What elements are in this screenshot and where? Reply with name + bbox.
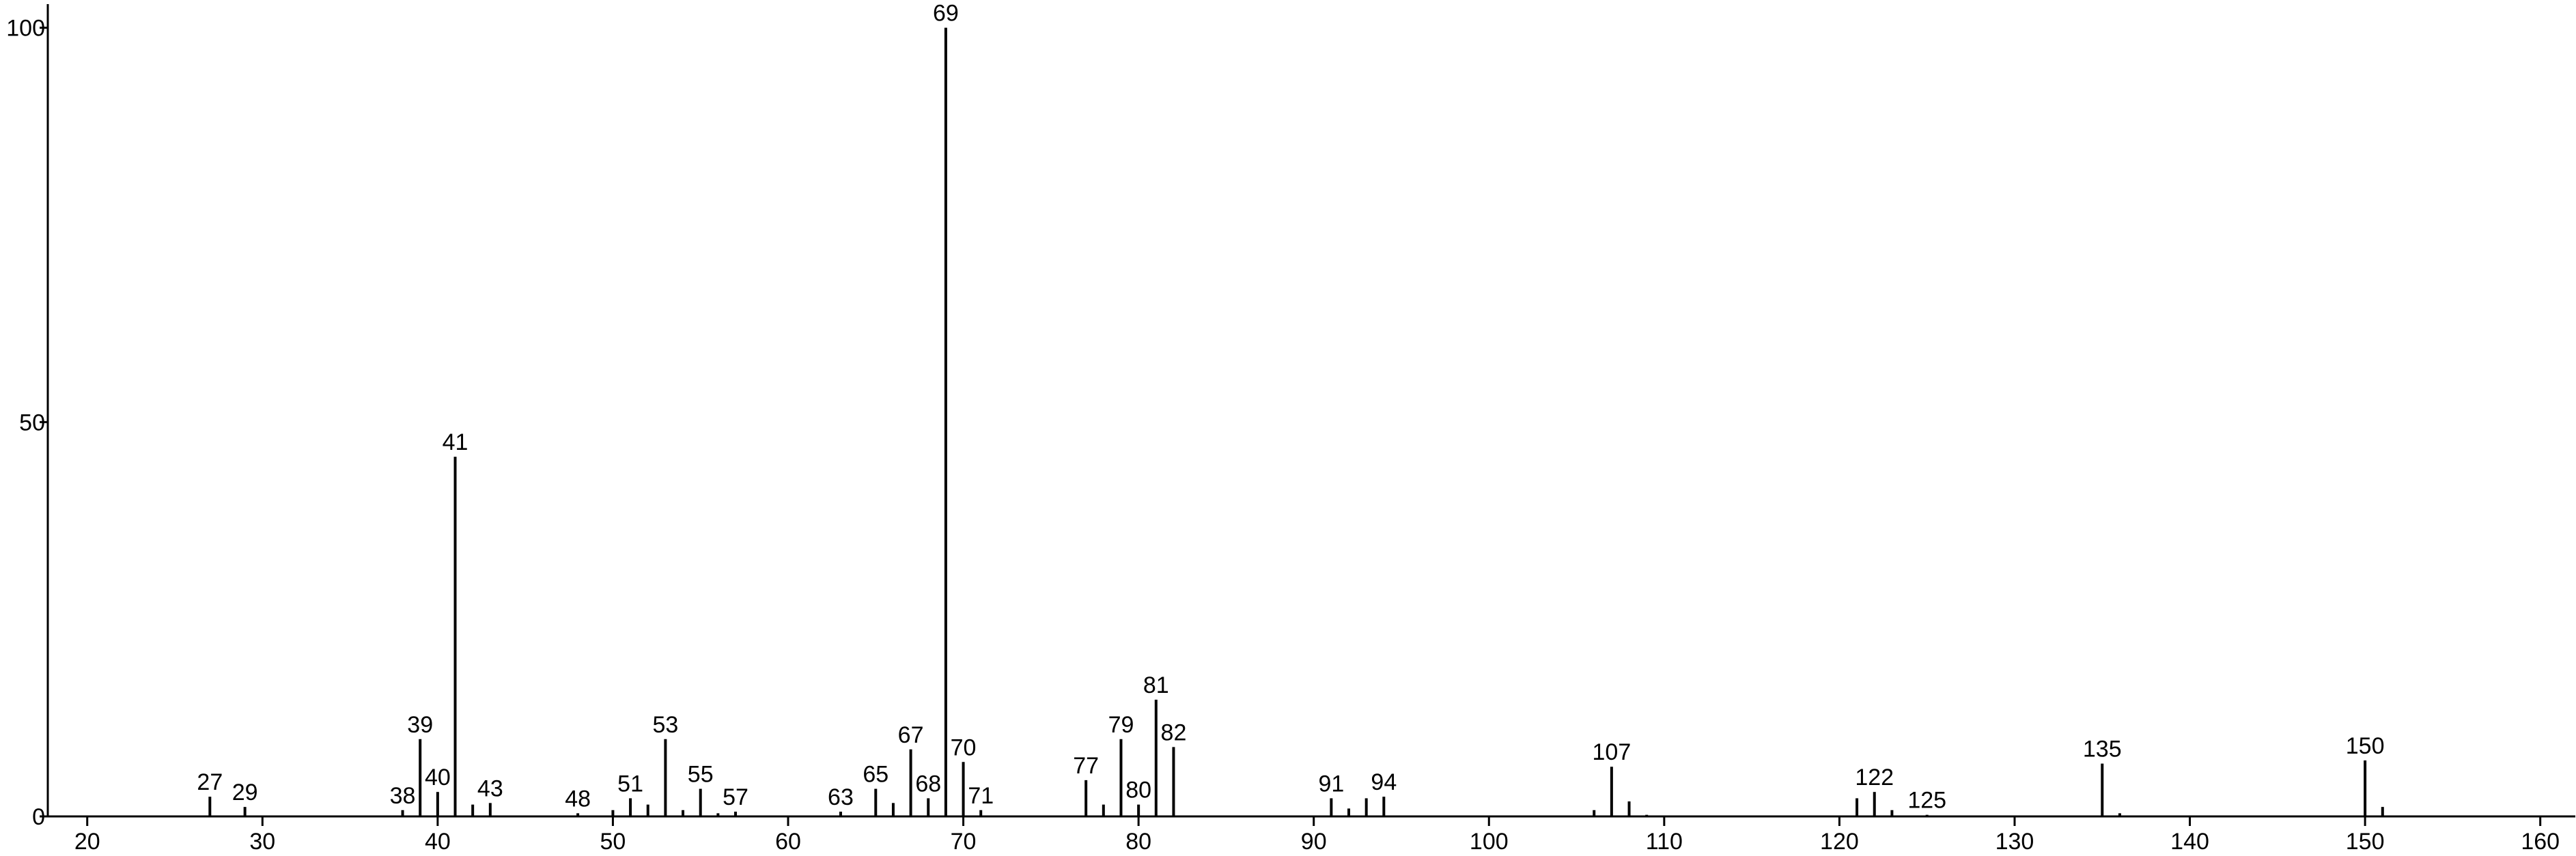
x-tick-label: 70 (951, 829, 977, 855)
peak-label: 55 (688, 762, 714, 788)
peak-label: 70 (951, 734, 977, 760)
y-tick-label: 0 (32, 804, 45, 830)
peak-label: 125 (1907, 788, 1946, 814)
x-tick-label: 50 (600, 829, 626, 855)
peak-label: 135 (2083, 737, 2122, 762)
peak-label: 82 (1161, 719, 1187, 745)
x-tick-label: 150 (2346, 829, 2385, 855)
peak-label: 39 (407, 712, 433, 738)
x-tick-label: 140 (2170, 829, 2209, 855)
peak-label: 27 (197, 769, 223, 795)
x-tick-label: 20 (74, 829, 100, 855)
x-tick-label: 60 (775, 829, 801, 855)
x-tick-label: 30 (249, 829, 275, 855)
peak-label: 79 (1108, 712, 1134, 738)
peak-label: 71 (968, 783, 994, 809)
peak-label: 41 (443, 429, 468, 455)
x-tick-label: 80 (1125, 829, 1151, 855)
peak-label: 63 (828, 784, 854, 810)
peak-label: 150 (2346, 733, 2385, 759)
peak-label: 81 (1143, 672, 1169, 698)
peak-label: 107 (1593, 739, 1632, 765)
x-tick-label: 40 (425, 829, 451, 855)
peak-label: 80 (1125, 777, 1151, 803)
peak-label: 94 (1371, 769, 1397, 795)
peak-label: 69 (933, 1, 959, 27)
x-tick-label: 110 (1646, 829, 1683, 855)
peak-label: 53 (652, 712, 678, 738)
peak-label: 38 (390, 783, 416, 809)
peak-label: 29 (232, 780, 258, 805)
peak-label: 67 (898, 722, 924, 748)
peak-label: 40 (425, 765, 451, 790)
peak-label: 48 (565, 786, 591, 812)
peak-label: 77 (1073, 753, 1099, 779)
x-tick-label: 120 (1820, 829, 1859, 855)
peak-label: 43 (477, 775, 503, 801)
peak-label: 91 (1318, 771, 1344, 797)
peak-label: 57 (723, 784, 748, 810)
x-tick-label: 130 (1996, 829, 2034, 855)
x-tick-label: 160 (2521, 829, 2560, 855)
y-tick-label: 50 (19, 410, 45, 436)
peak-label: 51 (617, 771, 643, 797)
y-tick-label: 100 (6, 16, 45, 42)
peak-label: 68 (915, 771, 941, 797)
x-tick-label: 100 (1470, 829, 1509, 855)
x-tick-label: 90 (1301, 829, 1327, 855)
peak-label: 122 (1855, 765, 1894, 790)
peak-label: 65 (863, 762, 888, 788)
